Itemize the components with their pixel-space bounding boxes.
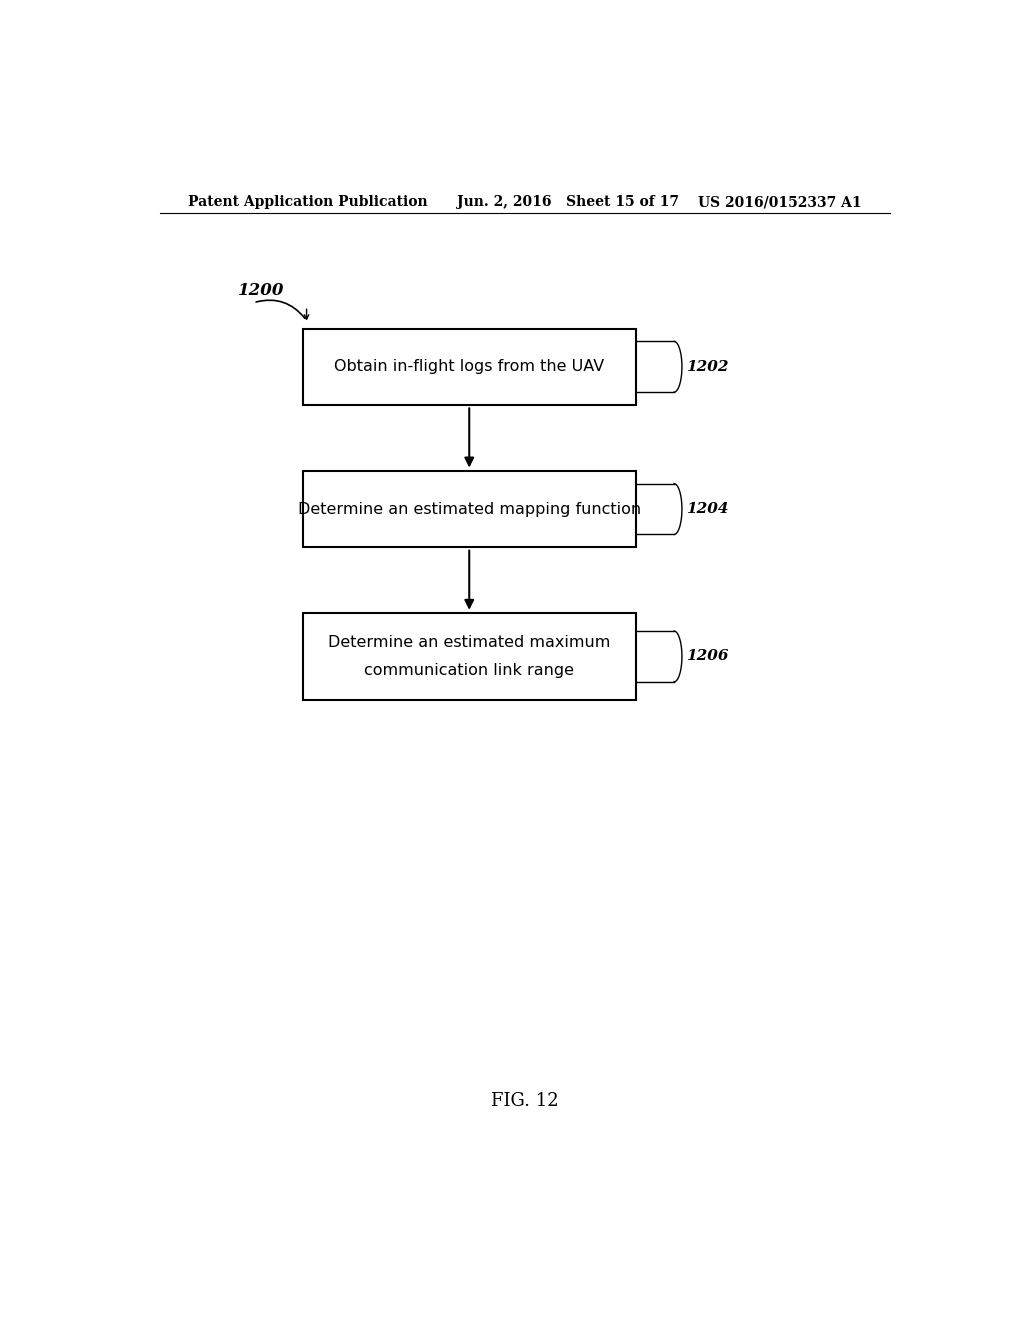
Text: Obtain in-flight logs from the UAV: Obtain in-flight logs from the UAV <box>334 359 604 375</box>
Text: Patent Application Publication: Patent Application Publication <box>187 195 427 209</box>
Bar <box>303 471 636 548</box>
Text: 1200: 1200 <box>238 282 284 300</box>
Bar <box>303 329 636 405</box>
Text: communication link range: communication link range <box>365 663 574 677</box>
Text: US 2016/0152337 A1: US 2016/0152337 A1 <box>698 195 862 209</box>
Text: 1204: 1204 <box>686 502 728 516</box>
Text: 1202: 1202 <box>686 360 728 374</box>
Text: Jun. 2, 2016   Sheet 15 of 17: Jun. 2, 2016 Sheet 15 of 17 <box>458 195 679 209</box>
Bar <box>303 614 636 700</box>
Text: 1206: 1206 <box>686 649 728 664</box>
Text: Determine an estimated maximum: Determine an estimated maximum <box>328 635 610 651</box>
Text: Determine an estimated mapping function: Determine an estimated mapping function <box>298 502 641 516</box>
Text: FIG. 12: FIG. 12 <box>490 1092 559 1110</box>
